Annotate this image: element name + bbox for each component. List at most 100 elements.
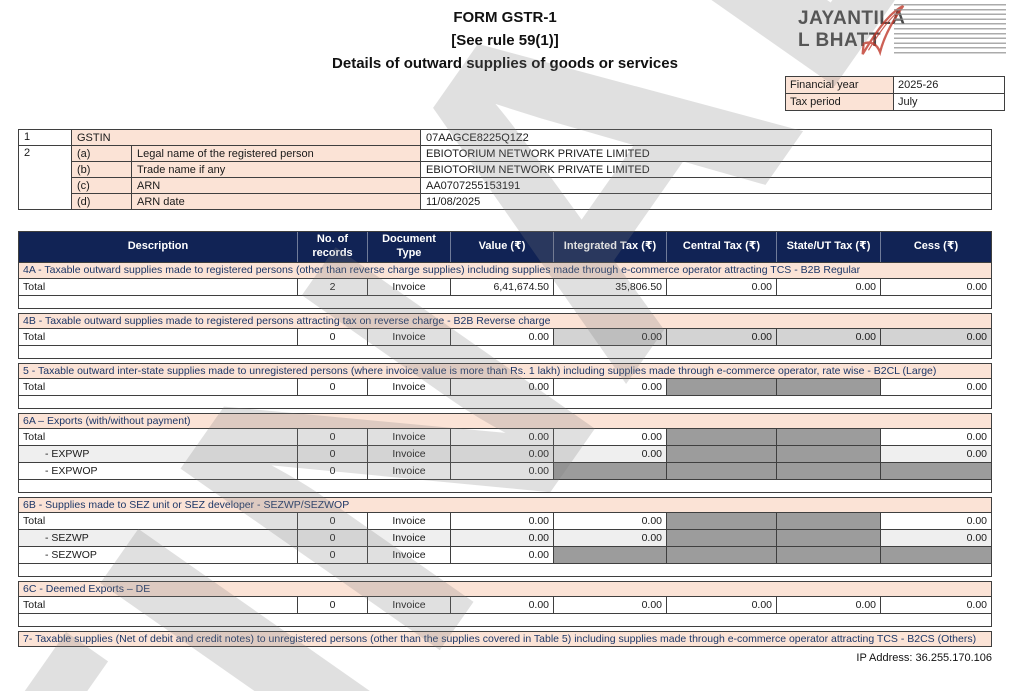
amount-cell (881, 547, 991, 563)
outward-supplies-summary-table: Description No. of records Document Type Va… (18, 231, 992, 647)
separator-row (18, 564, 992, 577)
section-band: 4B - Taxable outward supplies made to re… (18, 313, 992, 329)
amount-cell: 0.00 (451, 547, 554, 563)
column-header-1: No. of records (298, 232, 368, 262)
records-count: 0 (298, 513, 368, 529)
amount-cell: 0.00 (777, 597, 881, 613)
amount-cell (667, 429, 777, 445)
summary-row: - SEZWP 0 Invoice 0.00 0.00 0.00 (18, 530, 992, 547)
legal-name-value: EBIOTORIUM NETWORK PRIVATE LIMITED (420, 145, 992, 162)
separator-row (18, 480, 992, 493)
ip-address-label: IP Address: (856, 652, 913, 664)
records-count: 0 (298, 597, 368, 613)
amount-cell (777, 429, 881, 445)
section-band: 6C - Deemed Exports – DE (18, 581, 992, 597)
gstin-label: GSTIN (71, 129, 421, 146)
amount-cell (777, 379, 881, 395)
summary-row: Total 2 Invoice 6,41,674.50 35,806.50 0.00 0.0… (18, 279, 992, 296)
column-header-4: Integrated Tax (₹) (554, 232, 667, 262)
amount-cell: 0.00 (667, 279, 777, 295)
amount-cell (881, 463, 991, 479)
row-description: Total (19, 513, 298, 529)
registration-info-table: 1 GSTIN 07AAGCE8225Q1Z2 2 (a) Legal name… (18, 129, 992, 210)
column-header-6: State/UT Tax (₹) (777, 232, 881, 262)
amount-cell: 0.00 (554, 329, 667, 345)
amount-cell: 0.00 (966, 381, 987, 393)
row-description: - EXPWP (19, 446, 298, 462)
amount-cell (667, 379, 777, 395)
form-rule-subtitle: [See rule 59(1)] (451, 32, 559, 49)
amount-cell: 0.00 (554, 429, 667, 445)
document-type: Invoice (368, 379, 451, 395)
amount-cell: 0.00 (667, 597, 777, 613)
amount-cell: 0.00 (966, 281, 987, 293)
document-type: Invoice (368, 446, 451, 462)
column-header-7: Cess (₹) (913, 240, 959, 253)
summary-row: Total 0 Invoice 0.00 0.00 0.00 (18, 513, 992, 530)
amount-cell: 0.00 (554, 530, 667, 546)
amount-cell: 0.00 (451, 463, 554, 479)
row-number: 2 (18, 145, 72, 210)
arn-label: ARN (131, 177, 421, 194)
arn-row: (c) ARN AA0707255153191 (19, 177, 992, 194)
amount-cell (777, 463, 881, 479)
amount-cell: 0.00 (777, 279, 881, 295)
amount-cell: 0.00 (881, 329, 991, 345)
arn-value: AA0707255153191 (420, 177, 992, 194)
section-band: 6A – Exports (with/without payment) (18, 413, 992, 429)
amount-cell: 0.00 (451, 513, 554, 529)
trade-name-value: EBIOTORIUM NETWORK PRIVATE LIMITED (420, 161, 992, 178)
document-type: Invoice (368, 513, 451, 529)
section-band: 7- Taxable supplies (Net of debit and cr… (18, 631, 992, 647)
document-type: Invoice (368, 530, 451, 546)
row-description: - SEZWOP (19, 547, 298, 563)
signature-certificate-details (894, 4, 1006, 54)
amount-cell (554, 547, 667, 563)
legal-name-row: 2 (a) Legal name of the registered perso… (18, 145, 992, 210)
records-count: 2 (298, 279, 368, 295)
amount-cell (554, 463, 667, 479)
amount-cell: 35,806.50 (554, 279, 667, 295)
arn-date-value: 11/08/2025 (420, 193, 992, 210)
row-description: Total (19, 597, 298, 613)
trade-name-row: (b) Trade name if any EBIOTORIUM NETWORK… (19, 161, 992, 178)
row-description: - SEZWP (19, 530, 298, 546)
form-title: FORM GSTR-1 (453, 9, 557, 26)
summary-row: - EXPWOP 0 Invoice 0.00 (18, 463, 992, 480)
section-band: 5 - Taxable outward inter-state supplies… (18, 363, 992, 379)
summary-row: - SEZWOP 0 Invoice 0.00 (18, 547, 992, 564)
summary-row: Total 0 Invoice 0.00 0.00 0.00 (18, 429, 992, 446)
row-description: Total (19, 429, 298, 445)
records-count: 0 (298, 329, 368, 345)
amount-cell: 6,41,674.50 (451, 279, 554, 295)
gstin-row: 1 GSTIN 07AAGCE8225Q1Z2 (18, 129, 992, 146)
amount-cell: 0.00 (777, 329, 881, 345)
summary-row: - EXPWP 0 Invoice 0.00 0.00 0.00 (18, 446, 992, 463)
financial-year-value: 2025-26 (893, 76, 1005, 94)
document-type: Invoice (368, 429, 451, 445)
amount-cell (667, 463, 777, 479)
records-count: 0 (298, 547, 368, 563)
amount-cell: 0.00 (451, 379, 554, 395)
arn-date-label: ARN date (131, 193, 421, 210)
amount-cell: 0.00 (554, 446, 667, 462)
amount-cell (777, 446, 881, 462)
period-table: Financial year 2025-26 Tax period July (785, 76, 1005, 111)
records-count: 0 (298, 463, 368, 479)
amount-cell: 0.00 (554, 379, 667, 395)
amount-cell: 0.00 (966, 515, 987, 527)
separator-row (18, 296, 992, 309)
amount-cell (667, 547, 777, 563)
records-count: 0 (298, 429, 368, 445)
amount-cell (777, 547, 881, 563)
summary-row: Total 0 Invoice 0.00 0.00 0.00 0.00 0.00 (18, 597, 992, 614)
amount-cell: 0.00 (966, 431, 987, 443)
amount-cell: 0.00 (451, 597, 554, 613)
separator-row (18, 396, 992, 409)
signatory-name-line1: JAYANTILA (798, 8, 906, 29)
financial-year-label: Financial year (785, 76, 894, 94)
document-type: Invoice (368, 463, 451, 479)
section-band: 6B - Supplies made to SEZ unit or SEZ de… (18, 497, 992, 513)
amount-cell: 0.00 (667, 329, 777, 345)
trade-name-code: (b) (71, 161, 132, 178)
